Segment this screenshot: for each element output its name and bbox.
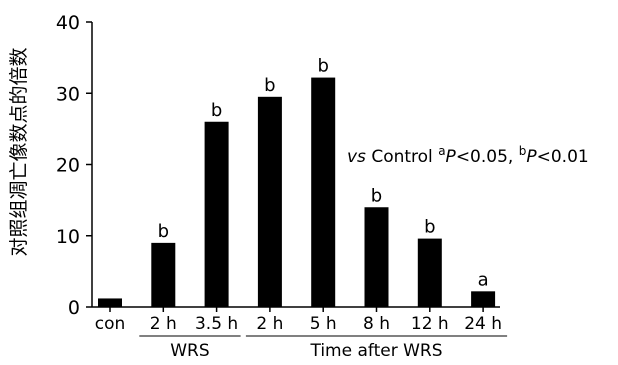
- bar: [98, 298, 122, 307]
- note-p-b: P: [526, 147, 537, 167]
- note-sup-b: b: [519, 144, 527, 158]
- x-tick-label: 24 h: [464, 314, 502, 334]
- x-tick-label: 3.5 h: [195, 314, 238, 334]
- significance-letter: b: [264, 75, 275, 96]
- significance-letter: b: [158, 221, 169, 242]
- note-vs: vs: [347, 147, 366, 167]
- x-tick-label: 8 h: [363, 314, 390, 334]
- bar: [364, 207, 389, 307]
- group-label: Time after WRS: [309, 341, 442, 361]
- x-tick-label: 2 h: [256, 314, 283, 334]
- bar: [311, 77, 336, 307]
- significance-letter: a: [478, 269, 489, 290]
- x-tick-label: 2 h: [150, 314, 177, 334]
- significance-letter: b: [317, 56, 328, 77]
- x-tick-label: 5 h: [310, 314, 337, 334]
- bar: [204, 121, 229, 307]
- y-axis: 0 10 20 30 40: [56, 12, 93, 319]
- y-tick-label: 0: [68, 297, 80, 319]
- group-label: WRS: [170, 341, 209, 361]
- bar: [471, 291, 496, 307]
- bar: [151, 242, 176, 307]
- bars: [98, 77, 496, 307]
- y-axis-label: 对照组凋亡像数点的倍数: [8, 47, 30, 256]
- x-tick-label: 12 h: [411, 314, 449, 334]
- y-tick-label: 20: [56, 155, 80, 177]
- significance-note: vs Control aP<0.05, bP<0.01: [347, 144, 589, 167]
- significance-letter: b: [424, 217, 435, 238]
- significance-labels: b b b b b b a: [158, 56, 489, 291]
- bar: [417, 238, 442, 307]
- significance-letter: b: [211, 100, 222, 121]
- y-tick-label: 10: [56, 226, 80, 248]
- y-tick-label: 40: [56, 12, 80, 34]
- x-axis: con 2 h 3.5 h 2 h 5 h 8 h 12 h 24 h: [92, 306, 502, 334]
- note-p-a: P: [446, 147, 457, 167]
- bar: [257, 96, 282, 307]
- x-tick-label: con: [95, 314, 126, 334]
- note-control: Control: [366, 147, 438, 167]
- note-sup-a: a: [438, 144, 445, 158]
- y-tick-label: 30: [56, 83, 80, 105]
- significance-letter: b: [371, 185, 382, 206]
- group-labels: WRS Time after WRS: [139, 335, 508, 361]
- note-val-a: <0.05,: [456, 147, 519, 167]
- note-val-b: <0.01: [537, 147, 589, 167]
